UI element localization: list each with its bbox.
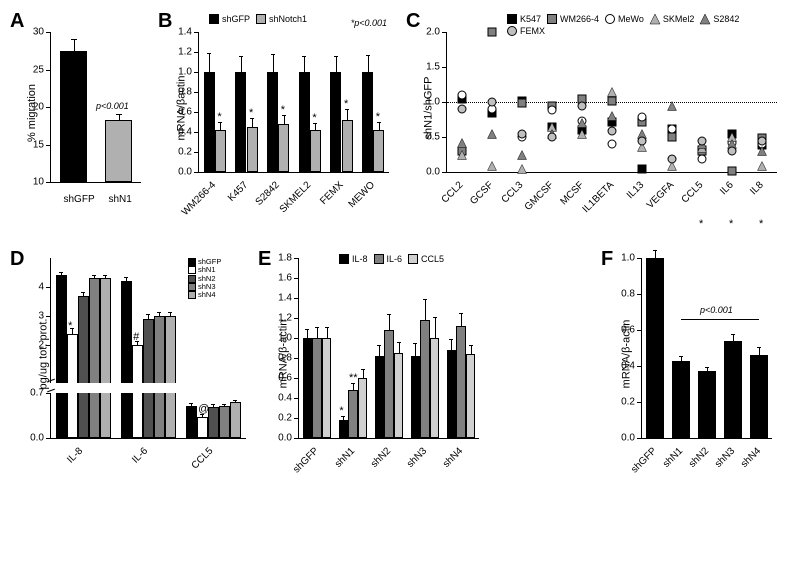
panel-e-ylabel: mRNA/β-actin	[277, 320, 289, 389]
panel-a: A 1015202530% migrationshGFPshN1p<0.001	[10, 10, 150, 240]
panel-f: F 0.00.20.40.60.81.0mRNA/β-actinshGFPshN…	[601, 248, 781, 498]
bar-shN1	[105, 120, 132, 182]
panel-b-label: B	[158, 10, 172, 33]
panel-b-legend: shGFPshNotch1	[209, 14, 307, 24]
panel-c-label: C	[406, 10, 420, 33]
panel-b-ylabel: mRNA/βactin	[176, 75, 188, 140]
panel-f-pval: p<0.001	[700, 305, 733, 315]
panel-a-ylabel: % migration	[26, 84, 38, 142]
panel-d-label: D	[10, 248, 24, 271]
panel-f-ylabel: mRNA/β-actin	[620, 320, 632, 389]
panel-a-label: A	[10, 10, 24, 33]
panel-f-label: F	[601, 248, 613, 271]
panel-e-plot: 0.00.20.40.60.81.01.21.41.61.8mRNA/β-act…	[298, 258, 479, 439]
panel-e: E 0.00.20.40.60.81.01.21.41.61.8mRNA/β-a…	[258, 248, 488, 498]
panel-e-label: E	[258, 248, 271, 271]
panel-d: D 0.00.7IL-8IL-6CCL5@234*#pg/ug tot. pro…	[10, 248, 250, 498]
panel-d-ylabel: pg/ug tot. prot.	[37, 319, 49, 390]
panel-c: C 0.00.51.01.52.0shN1/shGFPCCL2GCSFCCL3G…	[406, 10, 786, 240]
figure-grid: A 1015202530% migrationshGFPshN1p<0.001 …	[10, 10, 790, 498]
panel-e-legend: IL-8IL-6CCL5	[339, 254, 444, 264]
panel-c-plot: 0.00.51.01.52.0shN1/shGFPCCL2GCSFCCL3GMC…	[446, 32, 777, 173]
panel-d-legend-final: shGFPshN1shN2shN3shN4	[188, 258, 221, 299]
panel-b-plot: 0.00.20.40.60.81.01.21.4mRNA/βactinshGFP…	[198, 32, 389, 173]
panel-b: B 0.00.20.40.60.81.01.21.4mRNA/βactinshG…	[158, 10, 398, 240]
bar-shGFP	[60, 51, 87, 182]
panel-d-plot: 0.00.7IL-8IL-6CCL5@234*#pg/ug tot. prot.…	[50, 258, 245, 438]
panel-a-plot: 1015202530% migrationshGFPshN1p<0.001	[50, 32, 141, 183]
panel-c-legend: K547WM266-4MeWoSKMel2S2842FEMX	[507, 14, 767, 36]
panel-f-plot: 0.00.20.40.60.81.0mRNA/β-actinshGFPshN1s…	[641, 258, 772, 439]
panel-a-pval: p<0.001	[96, 101, 129, 111]
panel-c-ylabel: shN1/shGFP	[422, 77, 434, 140]
